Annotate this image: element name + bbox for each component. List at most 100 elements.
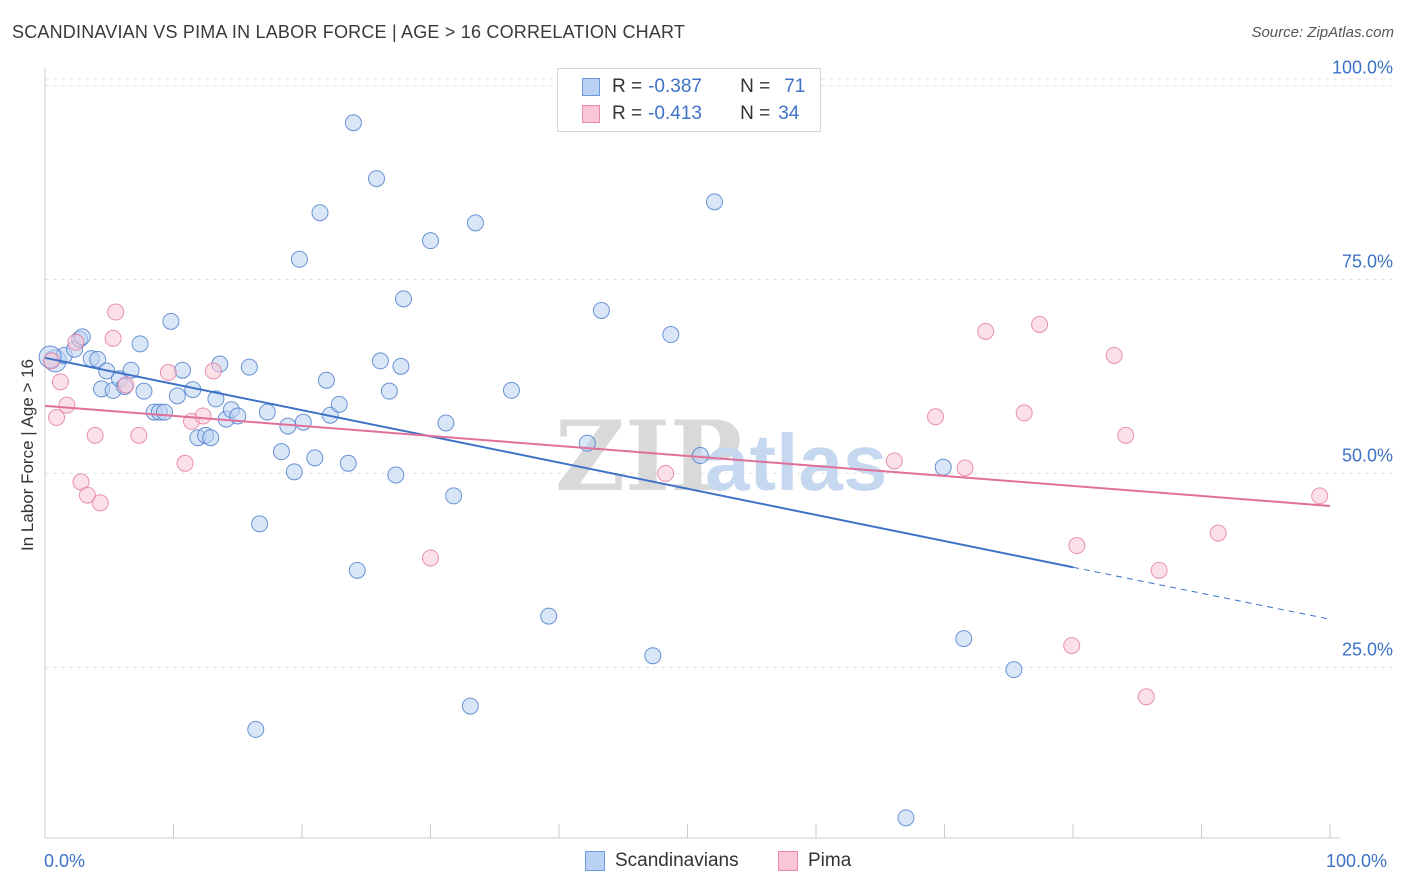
point-scandinavians xyxy=(392,357,410,375)
point-scandinavians xyxy=(339,454,357,472)
point-pima xyxy=(1209,524,1227,542)
legend-item-scandinavians[interactable]: Scandinavians xyxy=(585,850,739,872)
point-scandinavians xyxy=(371,352,389,370)
point-pima xyxy=(78,486,96,504)
x-tick-label-min: 0.0% xyxy=(44,851,86,871)
y-tick-label-50: 50.0% xyxy=(1342,445,1393,465)
point-scandinavians xyxy=(437,414,455,432)
point-pima xyxy=(91,494,109,512)
point-scandinavians xyxy=(348,561,366,579)
point-pima xyxy=(1031,315,1049,333)
point-scandinavians xyxy=(344,114,362,132)
point-scandinavians xyxy=(380,382,398,400)
point-scandinavians xyxy=(445,487,463,505)
trend-lines xyxy=(44,356,1331,620)
point-scandinavians xyxy=(644,647,662,665)
point-scandinavians xyxy=(311,204,329,222)
point-pima xyxy=(194,407,212,425)
point-pima xyxy=(176,454,194,472)
point-pima xyxy=(117,376,135,394)
legend-n-value: 71 xyxy=(784,76,806,97)
point-scandinavians xyxy=(306,449,324,467)
point-scandinavians xyxy=(466,214,484,232)
point-scandinavians xyxy=(162,312,180,330)
watermark-atlas: atlas xyxy=(705,418,887,507)
point-pima xyxy=(104,329,122,347)
point-pima xyxy=(1117,426,1135,444)
point-scandinavians xyxy=(258,403,276,421)
trend-line-pima xyxy=(44,404,1331,507)
legend-n-label: N = xyxy=(740,103,771,124)
point-scandinavians xyxy=(290,250,308,268)
point-pima xyxy=(1015,404,1033,422)
point-scandinavians xyxy=(89,350,107,368)
legend-n-value: 34 xyxy=(778,103,800,124)
legend-swatch-pima xyxy=(778,851,798,871)
point-scandinavians xyxy=(705,193,723,211)
point-pima xyxy=(130,426,148,444)
point-scandinavians xyxy=(540,607,558,625)
point-pima xyxy=(48,409,66,427)
point-scandinavians xyxy=(330,395,348,413)
point-pima xyxy=(159,364,177,382)
point-scandinavians xyxy=(662,326,680,344)
legend-swatch-pima xyxy=(582,105,600,123)
axes xyxy=(44,68,1340,839)
point-scandinavians xyxy=(173,361,191,379)
y-tick-labels: 25.0% 50.0% 75.0% 100.0% xyxy=(1332,58,1393,660)
point-scandinavians xyxy=(156,403,174,421)
point-pima xyxy=(956,459,974,477)
point-scandinavians xyxy=(135,382,153,400)
point-pima xyxy=(422,549,439,567)
legend-row-scandinavians: R = -0.387 N = 71 xyxy=(582,75,805,99)
point-pima xyxy=(86,426,104,444)
legend-label-pima: Pima xyxy=(808,850,852,871)
stats-legend: R = -0.387 N = 71 R = -0.413 N = 34 xyxy=(557,68,821,132)
source-label: Source: ZipAtlas.com xyxy=(1251,24,1394,41)
point-scandinavians xyxy=(168,387,186,405)
point-pima xyxy=(1311,487,1329,505)
y-tick-label-75: 75.0% xyxy=(1342,251,1393,271)
chart-title: SCANDINAVIAN VS PIMA IN LABOR FORCE | AG… xyxy=(12,22,686,42)
point-scandinavians xyxy=(285,463,303,481)
point-scandinavians xyxy=(502,381,520,399)
x-tick-label-max: 100.0% xyxy=(1326,851,1388,871)
point-scandinavians xyxy=(934,458,952,476)
point-pima xyxy=(1137,688,1155,706)
series-legend: Scandinavians Pima xyxy=(0,850,1406,878)
point-scandinavians xyxy=(240,358,258,376)
point-scandinavians xyxy=(317,371,335,389)
point-pima xyxy=(58,396,76,414)
legend-r-value: -0.387 xyxy=(648,76,702,97)
legend-swatch-scandinavians xyxy=(582,78,600,96)
point-scandinavians xyxy=(461,697,479,715)
point-scandinavians xyxy=(955,630,973,648)
legend-row-pima: R = -0.413 N = 34 xyxy=(582,102,799,126)
point-pima xyxy=(1068,537,1086,555)
legend-item-pima[interactable]: Pima xyxy=(778,850,851,872)
legend-r-label: R = xyxy=(612,76,643,97)
point-pima xyxy=(977,322,995,340)
point-scandinavians xyxy=(294,413,312,431)
trend-line-scandinavians-extension xyxy=(1072,566,1331,620)
point-pima xyxy=(657,464,675,482)
point-pima xyxy=(1105,346,1123,364)
point-scandinavians xyxy=(202,429,220,447)
legend-n-label: N = xyxy=(740,76,771,97)
legend-label-scandinavians: Scandinavians xyxy=(615,850,739,871)
point-scandinavians xyxy=(387,466,405,484)
data-points xyxy=(38,114,1329,827)
point-scandinavians xyxy=(272,443,290,461)
point-pima xyxy=(927,408,945,426)
point-scandinavians xyxy=(592,301,610,319)
legend-swatch-scandinavians xyxy=(585,851,605,871)
point-scandinavians xyxy=(1005,661,1023,679)
point-scandinavians xyxy=(897,809,915,827)
y-tick-label-25: 25.0% xyxy=(1342,639,1393,659)
point-scandinavians xyxy=(368,170,386,188)
trend-line-scandinavians xyxy=(44,356,1074,569)
point-scandinavians xyxy=(131,335,149,353)
point-scandinavians xyxy=(422,232,439,250)
point-pima xyxy=(107,303,125,321)
